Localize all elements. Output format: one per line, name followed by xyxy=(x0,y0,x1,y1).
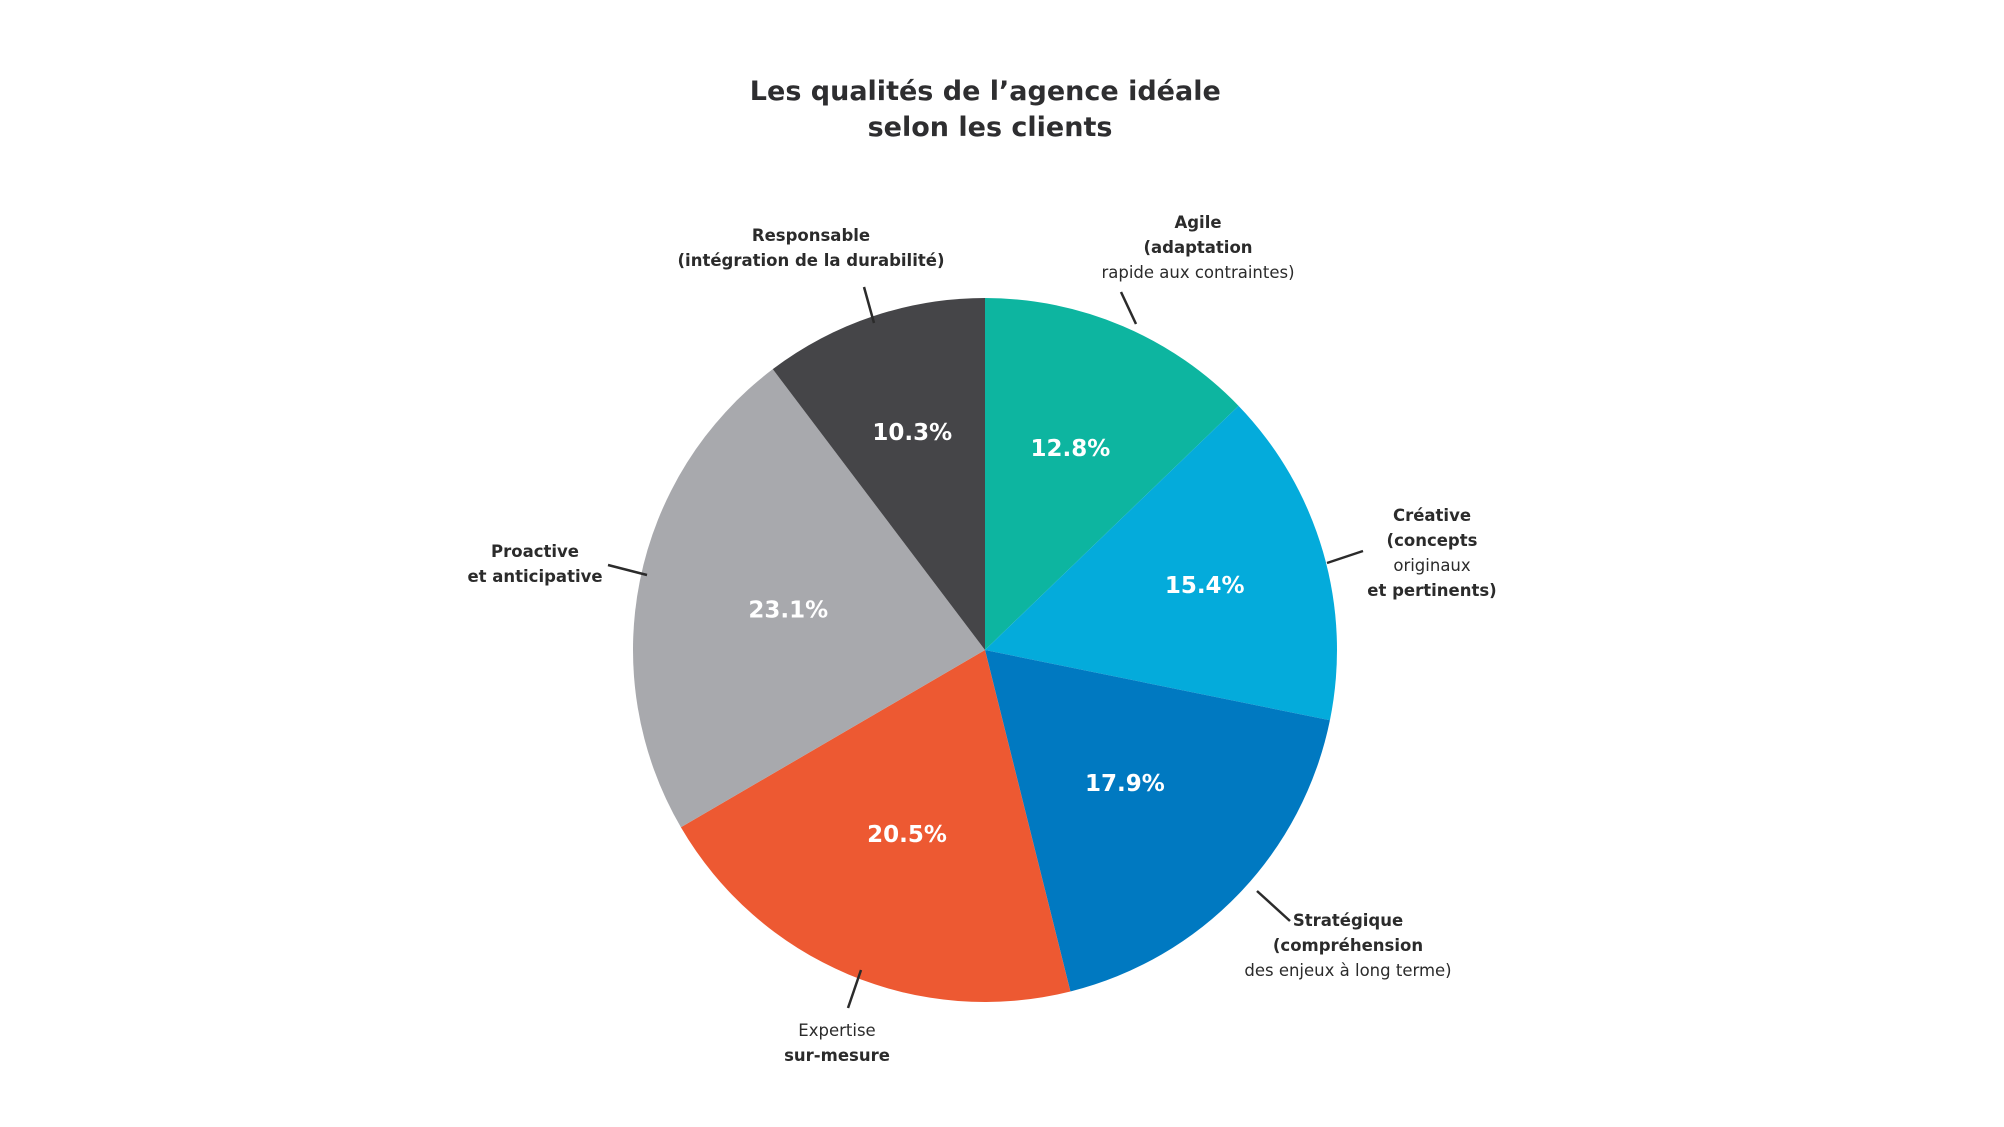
leader-line xyxy=(1326,549,1364,565)
category-label: Responsable (intégration de la durabilité… xyxy=(678,226,945,270)
category-label: Expertise sur-mesure xyxy=(784,1021,890,1065)
category-label-line: (concepts xyxy=(1387,531,1478,550)
leader-line xyxy=(1256,890,1291,922)
category-label: Stratégique (compréhension des enjeux à lo… xyxy=(1244,911,1451,980)
category-labels: Agile (adaptation rapide aux contraintes) C… xyxy=(467,213,1496,1065)
category-label-line: et pertinents) xyxy=(1367,581,1496,600)
category-label-line: Expertise xyxy=(798,1021,875,1040)
pie-slice xyxy=(985,298,1239,650)
category-label: Agile (adaptation rapide aux contraintes) xyxy=(1101,213,1294,282)
leader-line xyxy=(846,969,863,1009)
percentage-label: 10.3% xyxy=(872,420,952,446)
category-label-line: (intégration de la durabilité) xyxy=(678,251,945,270)
category-label-line: Proactive xyxy=(491,542,579,561)
category-label-line: des enjeux à long terme) xyxy=(1244,961,1451,980)
pie-slices xyxy=(632,298,1337,1003)
leader-line xyxy=(862,286,876,324)
leader-lines xyxy=(607,286,1364,1009)
pie-slice xyxy=(985,650,1330,992)
category-label-line: Responsable xyxy=(752,226,870,245)
category-label-line: Créative xyxy=(1393,506,1471,525)
pie-slice xyxy=(632,369,985,828)
percentage-label: 20.5% xyxy=(867,822,947,848)
category-label-line: et anticipative xyxy=(467,567,602,586)
leader-line xyxy=(607,563,648,577)
category-label-line: rapide aux contraintes) xyxy=(1101,263,1294,282)
category-label-line: originaux xyxy=(1393,556,1471,575)
category-label-line: Stratégique xyxy=(1293,911,1403,930)
leader-line xyxy=(1119,291,1138,325)
chart-title-line-2: selon les clients xyxy=(868,112,1113,143)
percentage-label: 23.1% xyxy=(748,598,828,624)
pie-slice xyxy=(680,650,1071,1003)
category-label-line: sur-mesure xyxy=(784,1046,890,1065)
category-label: Proactive et anticipative xyxy=(467,542,602,586)
category-label: Créative (concepts originaux et pertinents) xyxy=(1367,506,1496,600)
pie-slice xyxy=(985,405,1337,721)
category-label-line: Agile xyxy=(1174,213,1221,232)
category-label-line: (compréhension xyxy=(1273,936,1423,955)
percentage-label: 15.4% xyxy=(1165,573,1245,599)
percentage-labels: 12.8% 15.4% 17.9% 20.5% 23.1% 10.3% xyxy=(748,420,1244,848)
pie-slice xyxy=(772,298,985,650)
chart-title-line-1: Les qualités de l’agence idéale xyxy=(750,76,1221,107)
percentage-label: 17.9% xyxy=(1085,771,1165,797)
percentage-label: 12.8% xyxy=(1031,436,1111,462)
chart-title: Les qualités de l’agence idéale selon le… xyxy=(750,76,1230,143)
category-label-line: (adaptation xyxy=(1143,238,1252,257)
